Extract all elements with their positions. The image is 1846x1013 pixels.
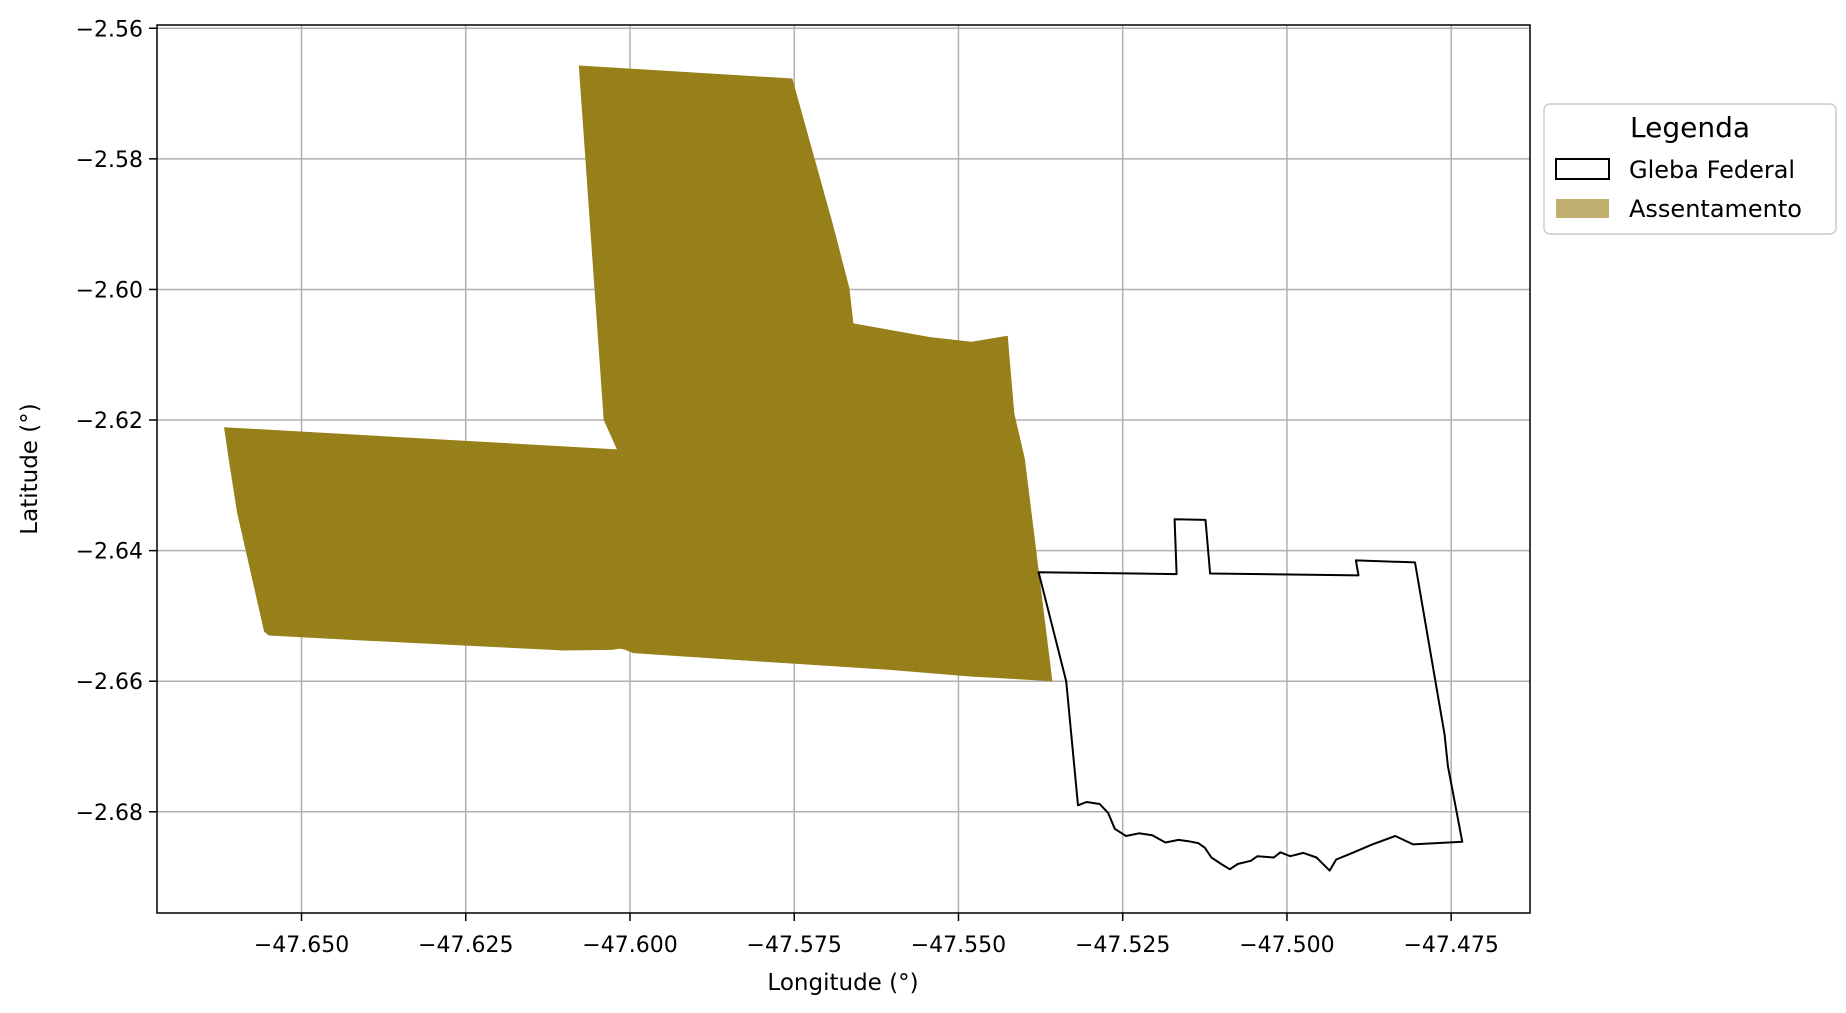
- x-tick-label: −47.500: [1239, 933, 1334, 958]
- map-layers: [224, 65, 1464, 872]
- legend: Legenda Gleba Federal Assentamento: [1543, 103, 1837, 235]
- x-tick-label: −47.550: [911, 933, 1006, 958]
- legend-title: Legenda: [1630, 111, 1750, 144]
- x-ticks: −47.650 −47.625 −47.600 −47.575 −47.550 −47.5…: [254, 913, 1499, 958]
- legend-swatch-assentamento: [1556, 199, 1609, 218]
- legend-frame: [1543, 103, 1837, 235]
- y-ticks: −2.56 −2.58 −2.60 −2.62 −2.64 −2.66 −2.68: [76, 17, 157, 826]
- y-axis-label: Latitude (°): [17, 403, 43, 534]
- x-tick-label: −47.650: [254, 933, 349, 958]
- x-tick-label: −47.600: [582, 933, 677, 958]
- x-tick-label: −47.475: [1403, 933, 1498, 958]
- y-tick-label: −2.58: [76, 148, 143, 173]
- gleba-federal-polygon: [1037, 518, 1464, 872]
- x-tick-label: −47.525: [1075, 933, 1170, 958]
- x-tick-label: −47.575: [747, 933, 842, 958]
- legend-swatch-gleba-federal: [1555, 158, 1610, 180]
- assentamento-polygon: [224, 65, 1053, 682]
- x-axis-label: Longitude (°): [767, 970, 918, 996]
- y-tick-label: −2.68: [76, 801, 143, 826]
- y-tick-label: −2.64: [76, 540, 143, 565]
- y-tick-label: −2.62: [76, 409, 143, 434]
- y-tick-label: −2.60: [76, 278, 143, 303]
- y-tick-label: −2.56: [76, 17, 143, 42]
- legend-label-gleba-federal: Gleba Federal: [1629, 156, 1795, 184]
- y-tick-label: −2.66: [76, 670, 143, 695]
- legend-label-assentamento: Assentamento: [1629, 195, 1802, 223]
- x-tick-label: −47.625: [418, 933, 513, 958]
- plot-frame: [156, 24, 1531, 914]
